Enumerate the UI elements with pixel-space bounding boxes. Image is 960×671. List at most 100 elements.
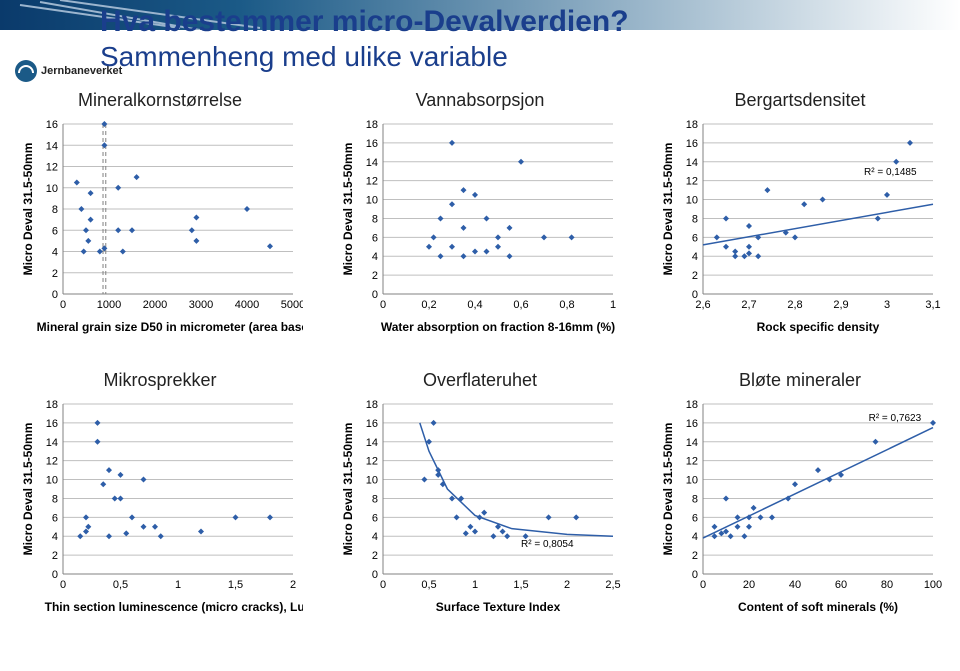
svg-text:Thin section luminescence (mic: Thin section luminescence (micro cracks)… [44, 600, 302, 614]
svg-text:14: 14 [45, 437, 57, 449]
svg-text:12: 12 [45, 456, 57, 468]
svg-text:4: 4 [51, 531, 57, 543]
svg-text:20: 20 [742, 579, 754, 591]
svg-text:0,5: 0,5 [112, 579, 127, 591]
svg-text:16: 16 [45, 119, 57, 131]
svg-text:2,9: 2,9 [833, 299, 848, 311]
svg-text:14: 14 [365, 437, 377, 449]
svg-text:5000: 5000 [280, 299, 302, 311]
svg-text:10: 10 [45, 183, 57, 195]
chart-svg: 02468101214161800,511,52Thin section lum… [18, 396, 303, 619]
chart-5: Bløte mineraler0246810121416180204060801… [645, 370, 955, 650]
svg-text:2: 2 [289, 579, 295, 591]
svg-text:2: 2 [691, 550, 697, 562]
svg-text:6: 6 [691, 512, 697, 524]
logo-icon [15, 60, 37, 82]
chart-svg: 02468101214161800,20,40,60,81Water absor… [338, 116, 623, 339]
chart-subtitle: Vannabsorpsjon [325, 90, 635, 111]
svg-text:12: 12 [45, 162, 57, 174]
svg-text:2: 2 [371, 550, 377, 562]
svg-text:12: 12 [685, 176, 697, 188]
svg-text:R² = 0,1485: R² = 0,1485 [864, 167, 917, 178]
svg-text:16: 16 [45, 418, 57, 430]
svg-text:18: 18 [365, 399, 377, 411]
svg-text:8: 8 [691, 213, 697, 225]
svg-text:2: 2 [691, 270, 697, 282]
svg-text:10: 10 [685, 475, 697, 487]
svg-text:18: 18 [685, 399, 697, 411]
svg-text:2,5: 2,5 [605, 579, 620, 591]
svg-text:6: 6 [51, 512, 57, 524]
chart-2: Bergartsdensitet0246810121416182,62,72,8… [645, 90, 955, 370]
chart-subtitle: Bløte mineraler [645, 370, 955, 391]
svg-text:3: 3 [883, 299, 889, 311]
svg-text:1,5: 1,5 [513, 579, 528, 591]
svg-text:1: 1 [174, 579, 180, 591]
svg-text:0,5: 0,5 [421, 579, 436, 591]
svg-text:8: 8 [371, 493, 377, 505]
svg-text:R² = 0,8054: R² = 0,8054 [521, 539, 574, 550]
svg-text:Surface Texture Index: Surface Texture Index [435, 600, 560, 614]
svg-text:1: 1 [471, 579, 477, 591]
chart-3: Mikrosprekker02468101214161800,511,52Thi… [5, 370, 315, 650]
svg-text:0,6: 0,6 [513, 299, 528, 311]
svg-text:14: 14 [45, 140, 57, 152]
svg-text:2,6: 2,6 [695, 299, 710, 311]
svg-text:0: 0 [691, 569, 697, 581]
page-title: Hva bestemmer micro-Devalverdien? [100, 5, 860, 39]
chart-4: Overflateruhet02468101214161800,511,522,… [325, 370, 635, 650]
title-block: Hva bestemmer micro-Devalverdien? Sammen… [100, 5, 860, 73]
svg-text:2: 2 [371, 270, 377, 282]
svg-text:10: 10 [685, 195, 697, 207]
svg-text:0: 0 [379, 579, 385, 591]
svg-text:Micro Deval 31.5-50mm: Micro Deval 31.5-50mm [341, 143, 355, 276]
chart-svg: 02468101214161800,511,522,5R² = 0,8054Su… [338, 396, 623, 619]
svg-text:3000: 3000 [188, 299, 212, 311]
svg-text:1000: 1000 [96, 299, 120, 311]
svg-text:16: 16 [365, 418, 377, 430]
svg-text:Water absorption on fraction 8: Water absorption on fraction 8-16mm (%) [380, 320, 614, 334]
svg-text:10: 10 [365, 475, 377, 487]
svg-text:0: 0 [699, 579, 705, 591]
svg-text:0,2: 0,2 [421, 299, 436, 311]
svg-text:12: 12 [365, 176, 377, 188]
svg-text:Micro Deval 31.5-50mm: Micro Deval 31.5-50mm [341, 423, 355, 556]
svg-text:0: 0 [371, 569, 377, 581]
svg-text:R² = 0,7623: R² = 0,7623 [868, 413, 921, 424]
svg-text:40: 40 [788, 579, 800, 591]
svg-text:8: 8 [691, 493, 697, 505]
chart-grid: Mineralkornstørrelse02468101214160100020… [0, 90, 960, 650]
svg-text:6: 6 [371, 512, 377, 524]
svg-text:2: 2 [51, 268, 57, 280]
svg-text:16: 16 [365, 138, 377, 150]
svg-text:Micro Deval 31.5-50mm: Micro Deval 31.5-50mm [21, 423, 35, 556]
svg-text:2,7: 2,7 [741, 299, 756, 311]
chart-svg: 024681012141618020406080100R² = 0,7623Co… [658, 396, 943, 619]
svg-text:1: 1 [609, 299, 615, 311]
svg-text:1,5: 1,5 [227, 579, 242, 591]
svg-text:80: 80 [880, 579, 892, 591]
svg-text:2: 2 [563, 579, 569, 591]
svg-text:Micro Deval 31.5-50mm: Micro Deval 31.5-50mm [21, 143, 35, 276]
svg-text:18: 18 [685, 119, 697, 131]
svg-text:60: 60 [834, 579, 846, 591]
svg-text:6: 6 [691, 232, 697, 244]
svg-text:Mineral grain size D50 in micr: Mineral grain size D50 in micrometer (ar… [36, 320, 302, 334]
svg-text:0: 0 [371, 289, 377, 301]
svg-text:14: 14 [685, 157, 697, 169]
svg-text:0: 0 [379, 299, 385, 311]
svg-text:12: 12 [685, 456, 697, 468]
svg-text:2,8: 2,8 [787, 299, 802, 311]
svg-text:4: 4 [371, 531, 377, 543]
svg-text:4: 4 [51, 247, 57, 259]
svg-text:14: 14 [685, 437, 697, 449]
svg-text:0: 0 [51, 289, 57, 301]
svg-text:16: 16 [685, 418, 697, 430]
svg-text:4: 4 [371, 251, 377, 263]
svg-text:0: 0 [51, 569, 57, 581]
svg-text:0: 0 [59, 299, 65, 311]
svg-text:6: 6 [51, 225, 57, 237]
page-subtitle: Sammenheng med ulike variable [100, 41, 860, 73]
svg-text:Micro Deval 31.5-50mm: Micro Deval 31.5-50mm [661, 423, 675, 556]
svg-text:6: 6 [371, 232, 377, 244]
